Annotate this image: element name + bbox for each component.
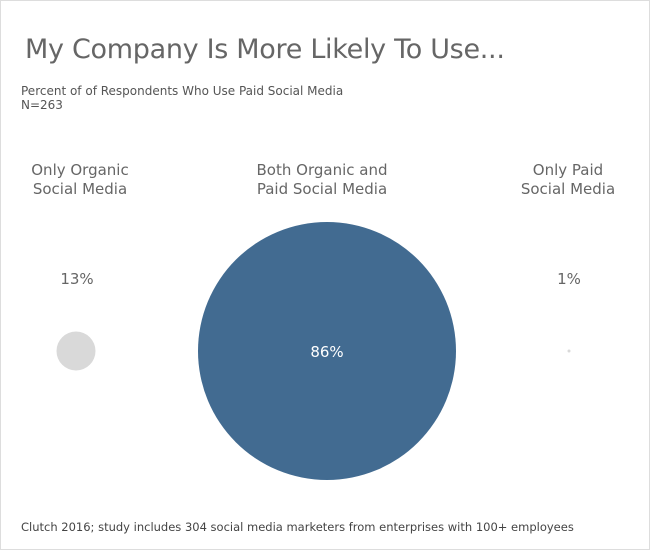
category-line: Social Media [520,180,616,198]
category-line: Both Organic and [256,161,388,179]
value-label-only-organic: 13% [60,270,94,288]
bubble-only-paid [567,349,571,353]
value-label-both: 86% [310,343,343,361]
value-label-only-paid: 1% [557,270,581,288]
chart-title: My Company Is More Likely To Use... [25,34,505,65]
category-label-only-organic: Only Organic Social Media [1,161,180,199]
category-line: Paid Social Media [256,180,388,198]
source-footnote: Clutch 2016; study includes 304 social m… [21,520,574,534]
category-label-only-paid: Only Paid Social Media [468,161,649,199]
sample-size: N=263 [21,98,63,112]
category-line: Only Organic [31,161,129,179]
subtitle-text: Percent of of Respondents Who Use Paid S… [21,84,344,98]
category-line: Only Paid [532,161,604,179]
bubble-both [198,222,456,480]
bubble-only-organic [56,331,96,371]
category-label-both: Both Organic and Paid Social Media [222,161,422,199]
chart-subtitle: Percent of of Respondents Who Use Paid S… [21,84,343,112]
category-line: Social Media [32,180,128,198]
